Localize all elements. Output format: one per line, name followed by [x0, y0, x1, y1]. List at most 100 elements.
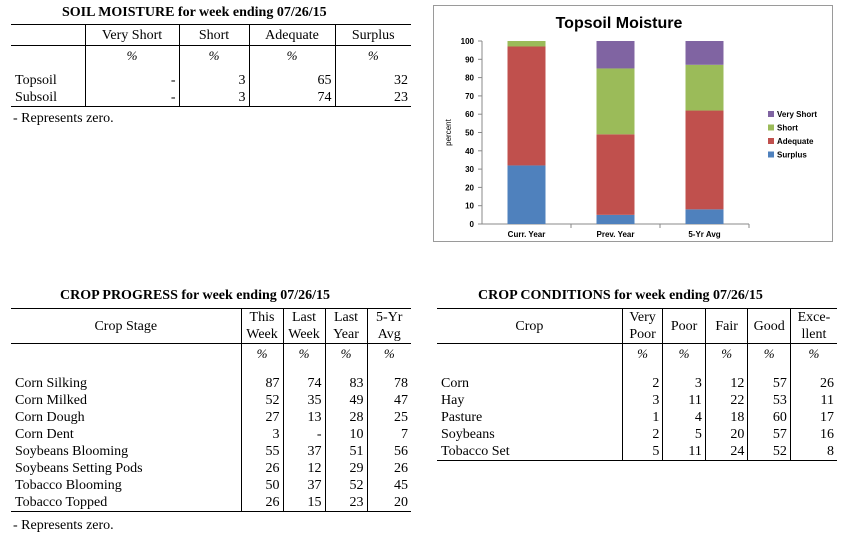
x-tick-label: Prev. Year — [597, 230, 635, 239]
soil-header-very-short: Very Short — [84, 24, 179, 46]
y-tick-label: 40 — [465, 147, 474, 156]
cell-value: 51 — [324, 442, 367, 460]
legend-swatch — [768, 124, 774, 131]
soil-unit: % — [178, 45, 249, 66]
soil-unit: % — [248, 45, 335, 66]
table-row: Hay 3 11 22 53 11 — [437, 391, 837, 409]
header-last-week: Last — [282, 308, 325, 326]
table-row: Topsoil - 3 65 32 — [11, 71, 411, 89]
conditions-unit: % — [789, 343, 837, 364]
header-very-poor: Very — [621, 308, 663, 326]
row-label: Corn — [441, 375, 469, 391]
cell-value: 16 — [789, 425, 837, 443]
row-label: Soybeans Setting Pods — [15, 460, 143, 476]
cell-value: 47 — [366, 391, 411, 409]
crop-header: Crop — [437, 308, 623, 344]
y-tick-label: 10 — [465, 202, 474, 211]
table-row: Corn Dent 3 - 10 7 — [11, 425, 411, 443]
table-row: Tobacco Set 5 11 24 52 8 — [437, 442, 837, 460]
cell-value: 37 — [282, 476, 325, 494]
y-tick-label: 70 — [465, 92, 474, 101]
conditions-unit: % — [662, 343, 706, 364]
header-fair: Fair — [704, 308, 748, 344]
cell-value: 11 — [662, 391, 706, 409]
cell-value: 24 — [704, 442, 748, 460]
cell-value: 11 — [789, 391, 837, 409]
legend-label: Very Short — [777, 110, 817, 119]
chart-svg: Topsoil Moisture 0 10 20 30 40 50 60 70 80 90 100 pe… — [444, 15, 817, 239]
soil-moisture-table: Very Short Short Adequate Surplus % % % … — [11, 24, 411, 107]
crop-progress-table: Crop Stage This Last Last 5-Yr Week Week… — [11, 308, 411, 512]
cell-value: 57 — [747, 374, 791, 392]
cell-value: 3 — [662, 374, 706, 392]
cell-value: 56 — [366, 442, 411, 460]
bar-segment-surplus — [507, 165, 546, 224]
row-label: Subsoil — [15, 89, 58, 105]
cell-value: 8 — [789, 442, 837, 460]
cell-value: 57 — [747, 425, 791, 443]
row-label: Soybeans — [441, 426, 495, 442]
cell-value: 27 — [240, 408, 283, 426]
row-label: Hay — [441, 392, 465, 408]
cell-value: 12 — [704, 374, 748, 392]
y-tick-label: 50 — [465, 129, 474, 138]
soil-header-adequate: Adequate — [248, 24, 335, 46]
cell-value: - — [84, 71, 179, 89]
legend-swatch — [768, 111, 774, 117]
cell-value: 23 — [324, 493, 367, 511]
cell-value: 45 — [366, 476, 411, 494]
cell-value: 22 — [704, 391, 748, 409]
bar-segment-very-short — [685, 41, 724, 65]
table-row: Tobacco Topped 26 15 23 20 — [11, 493, 411, 511]
row-label: Pasture — [441, 409, 483, 425]
cell-value: 37 — [282, 442, 325, 460]
row-label: Corn Milked — [15, 392, 87, 408]
y-tick-label: 60 — [465, 110, 474, 119]
soil-header-blank — [11, 25, 85, 46]
legend-label: Surplus — [777, 151, 807, 160]
header-last-week-2: Week — [282, 326, 325, 344]
row-label: Corn Dent — [15, 426, 74, 442]
progress-footnote: - Represents zero. — [13, 518, 114, 533]
cell-value: 35 — [282, 391, 325, 409]
cell-value: 2 — [621, 374, 663, 392]
cell-value: 12 — [282, 459, 325, 477]
row-label: Tobacco Blooming — [15, 477, 122, 493]
chart-title: Topsoil Moisture — [556, 15, 683, 32]
cell-value: 3 — [178, 88, 249, 106]
cell-value: 52 — [324, 476, 367, 494]
progress-unit: % — [366, 343, 411, 364]
header-last-year-2: Year — [324, 326, 367, 344]
cell-value: 13 — [282, 408, 325, 426]
cell-value: 32 — [334, 71, 411, 89]
bar-segment-adequate — [596, 134, 635, 215]
table-row: Soybeans Blooming 55 37 51 56 — [11, 442, 411, 460]
cell-value: - — [84, 88, 179, 106]
soil-unit: % — [84, 45, 179, 66]
conditions-unit: % — [621, 343, 663, 364]
cell-value: 52 — [747, 442, 791, 460]
header-5yr-avg: 5-Yr — [366, 308, 411, 326]
row-label: Topsoil — [15, 72, 57, 88]
legend-label: Adequate — [777, 137, 814, 146]
cell-value: 65 — [248, 71, 335, 89]
cell-value: 15 — [282, 493, 325, 511]
cell-value: 2 — [621, 425, 663, 443]
cell-value: 1 — [621, 408, 663, 426]
header-last-year: Last — [324, 308, 367, 326]
cell-value: 3 — [621, 391, 663, 409]
cell-value: - — [282, 425, 325, 443]
cell-value: 28 — [324, 408, 367, 426]
y-tick-label: 100 — [461, 37, 475, 46]
cell-value: 50 — [240, 476, 283, 494]
row-label: Tobacco Set — [441, 443, 510, 459]
cell-value: 53 — [747, 391, 791, 409]
x-tick-label: 5-Yr Avg — [688, 230, 720, 239]
cell-value: 20 — [366, 493, 411, 511]
topsoil-moisture-chart: Topsoil Moisture 0 10 20 30 40 50 60 70 80 90 100 pe… — [433, 5, 833, 242]
soil-moisture-title: SOIL MOISTURE for week ending 07/26/15 — [62, 5, 327, 20]
table-row: Soybeans Setting Pods 26 12 29 26 — [11, 459, 411, 477]
header-this-week-2: Week — [240, 326, 283, 344]
table-row: Corn Dough 27 13 28 25 — [11, 408, 411, 426]
cell-value: 23 — [334, 88, 411, 106]
